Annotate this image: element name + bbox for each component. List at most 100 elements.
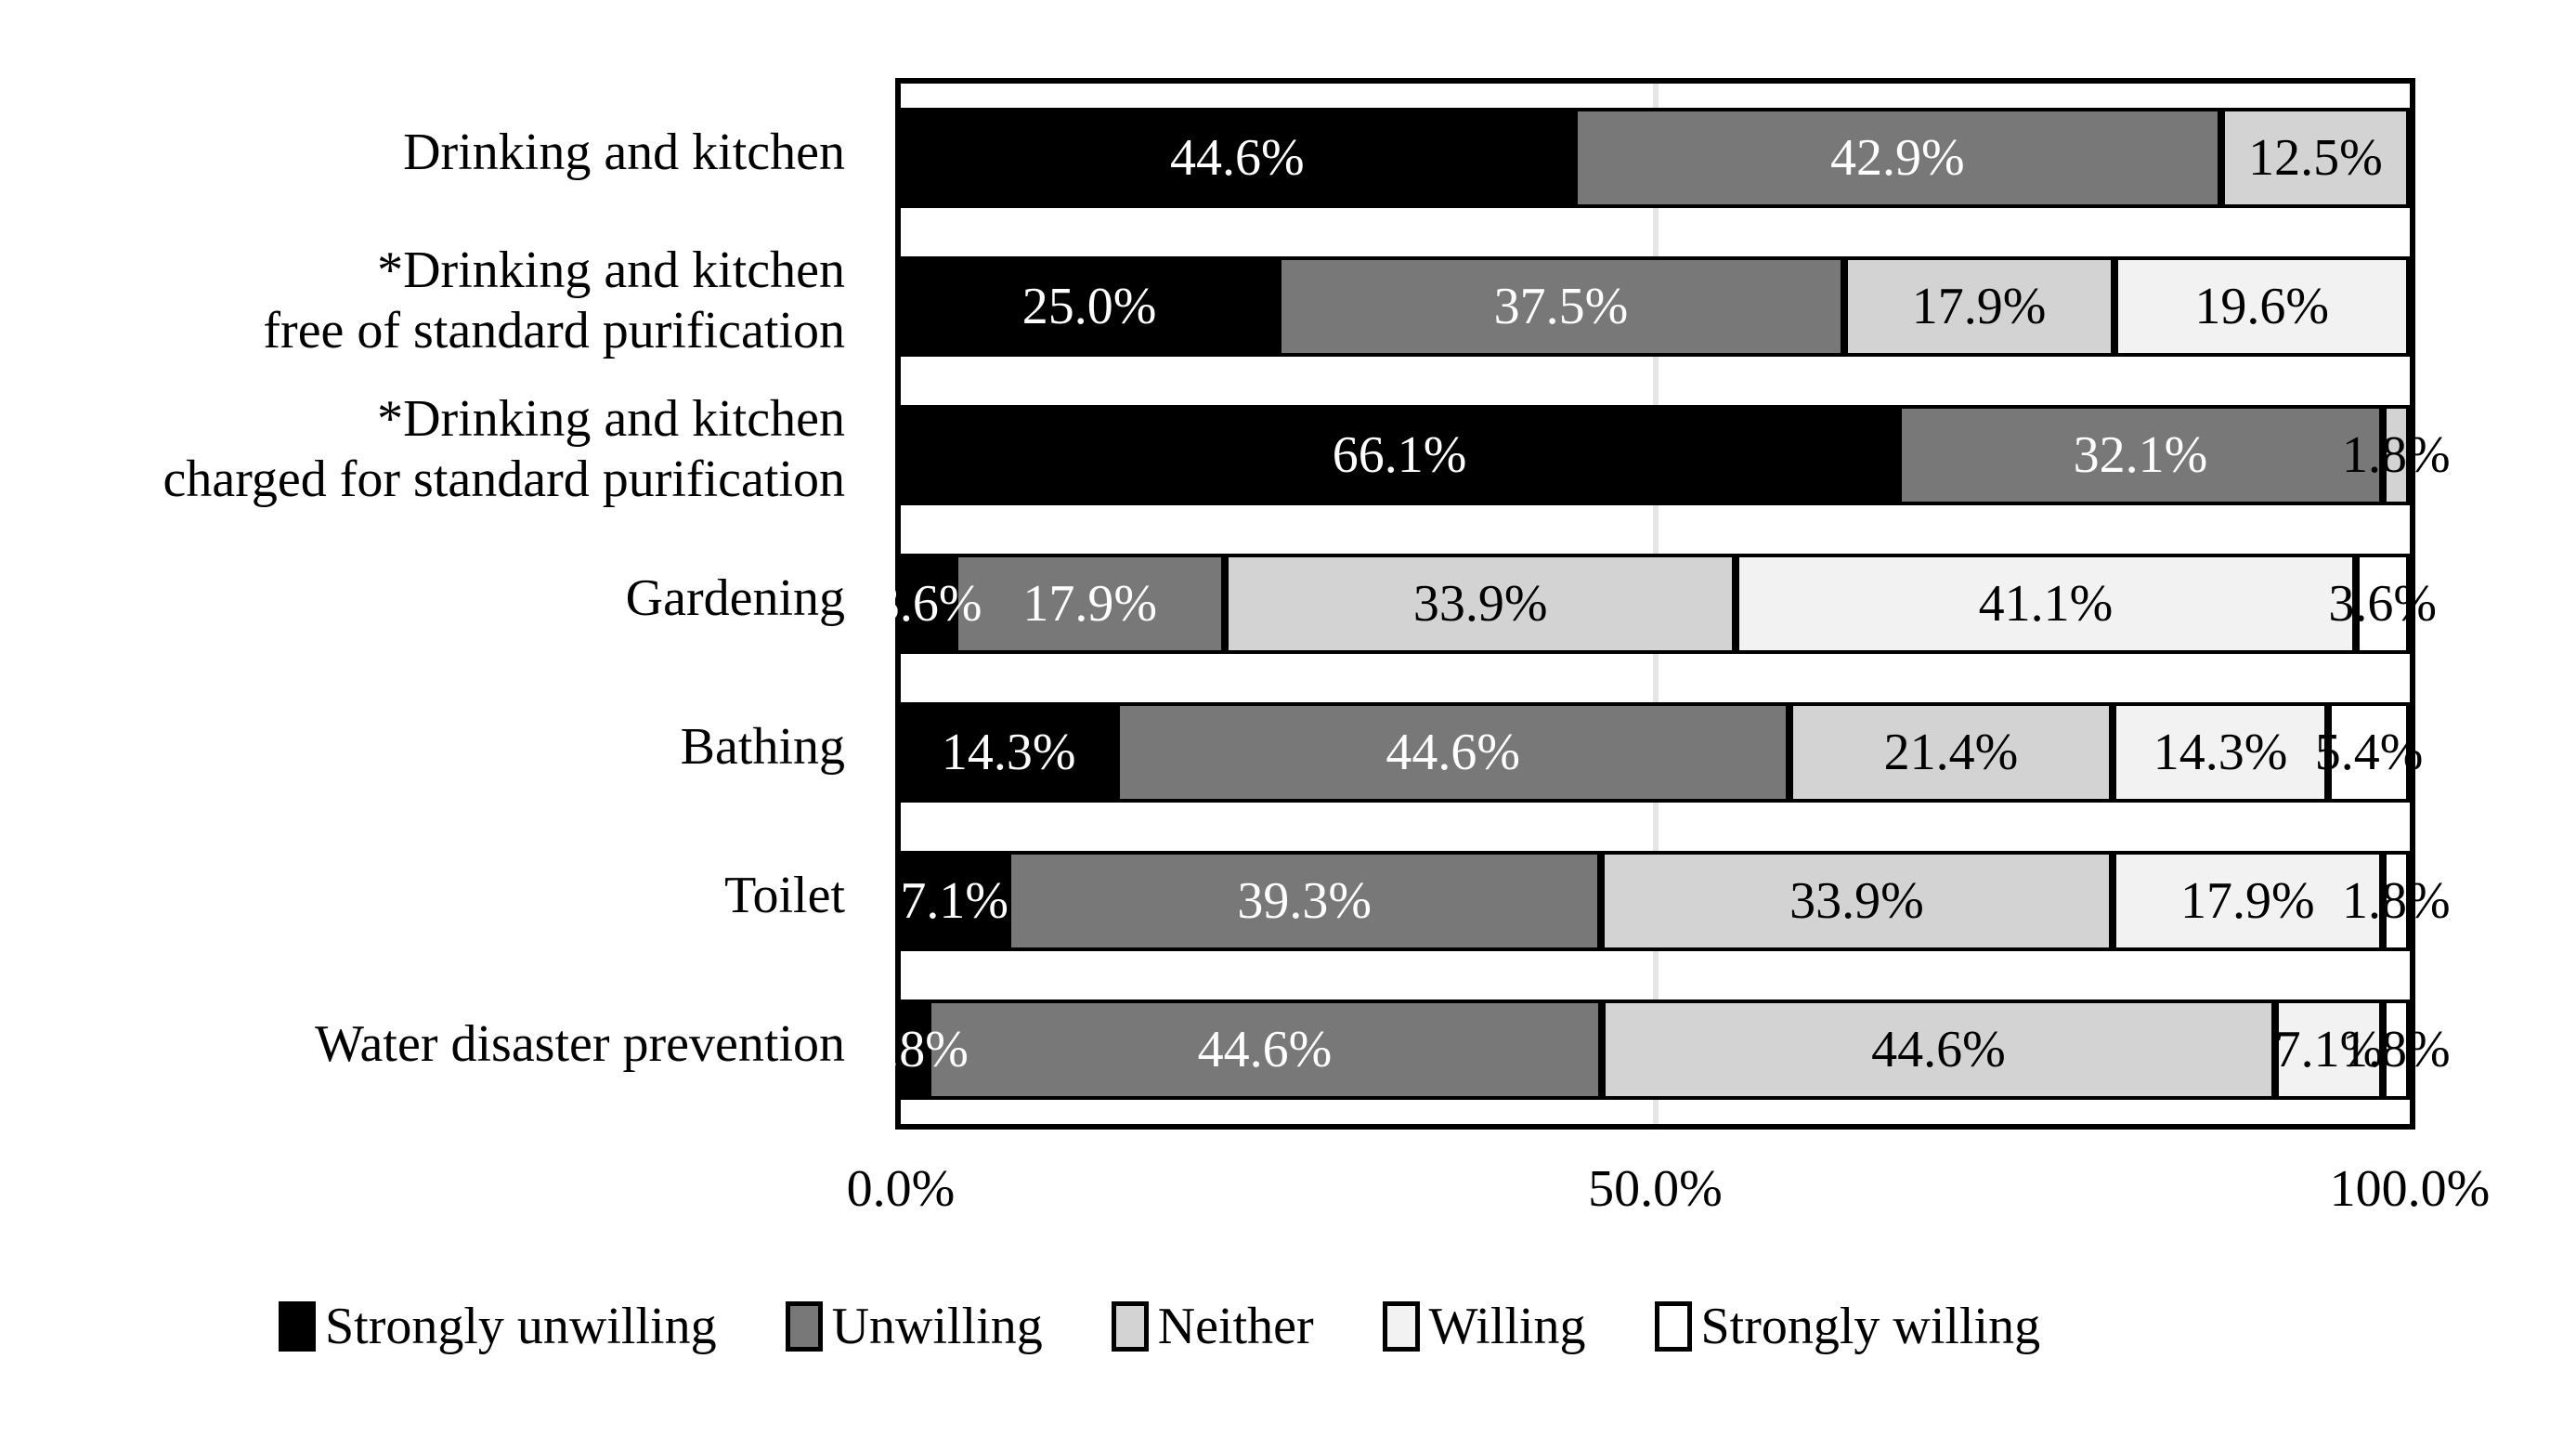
plot-area: 44.6% 42.9% 12.5% 25.0% 37.5% 17.9% 19.6% 66.1%… xyxy=(860,78,2451,1130)
bar-segment: 44.6% xyxy=(928,999,1602,1100)
segment-value-label: 42.9% xyxy=(1829,129,1965,187)
legend-item: Strongly willing xyxy=(1654,1297,2041,1356)
bar-segment: 12.5% xyxy=(2220,108,2410,208)
segment-value-label: 25.0% xyxy=(1021,278,1157,335)
legend-label: Strongly willing xyxy=(1700,1298,2041,1355)
bar-segment: 25.0% xyxy=(901,256,1279,357)
bar-segment: 44.6% xyxy=(1116,702,1790,803)
segment-value-label: 5.4% xyxy=(2314,724,2424,781)
bar-row: 7.1% 39.3% 33.9% 17.9% 1.8% xyxy=(900,827,2451,975)
x-axis-tick-label: 100.0% xyxy=(2329,1160,2491,1218)
bar-segment: 7.1% xyxy=(2274,999,2384,1100)
bar-segment: 1.8% xyxy=(2342,851,2451,951)
category-label-line: Bathing xyxy=(680,717,845,776)
stacked-bar: 66.1% 32.1% 1.8% xyxy=(901,405,2451,505)
legend-label: Unwilling xyxy=(831,1298,1043,1355)
legend-swatch-strongly-unwilling xyxy=(279,1301,316,1352)
stacked-bar: 1.8% 44.6% 44.6% 7.1% 1.8% xyxy=(860,999,2451,1100)
bar-segment: 5.4% xyxy=(2315,702,2423,803)
bar-row: 14.3% 44.6% 21.4% 14.3% 5.4% xyxy=(901,678,2423,827)
category-label: Water disaster prevention xyxy=(0,970,884,1118)
segment-value-label: 1.8% xyxy=(860,1021,969,1078)
bar-row: 25.0% 37.5% 17.9% 19.6% xyxy=(901,232,2410,381)
segment-value-label: 17.9% xyxy=(1911,278,2047,335)
bar-row: 44.6% 42.9% 12.5% xyxy=(901,84,2410,232)
segment-value-label: 19.6% xyxy=(2194,278,2330,335)
stacked-bar: 25.0% 37.5% 17.9% 19.6% xyxy=(901,256,2410,357)
bar-segment: 66.1% xyxy=(901,405,1899,505)
bar-segment: 33.9% xyxy=(1601,851,2113,951)
segment-value-label: 17.9% xyxy=(1022,575,1158,633)
segment-value-label: 44.6% xyxy=(1197,1021,1333,1078)
segment-value-label: 39.3% xyxy=(1237,872,1373,930)
category-label-line: Gardening xyxy=(625,568,845,627)
segment-value-label: 17.9% xyxy=(2179,872,2315,930)
x-axis-tick-label: 0.0% xyxy=(846,1160,956,1218)
bar-segment: 44.6% xyxy=(901,108,1574,208)
legend-label: Neither xyxy=(1157,1298,1314,1355)
segment-value-label: 44.6% xyxy=(1386,724,1521,781)
stacked-bar: 14.3% 44.6% 21.4% 14.3% 5.4% xyxy=(901,702,2423,803)
legend-swatch-willing xyxy=(1382,1301,1420,1352)
legend-label: Strongly unwilling xyxy=(325,1298,717,1355)
legend-item: Strongly unwilling xyxy=(279,1297,717,1356)
bar-segment: 1.8% xyxy=(860,999,969,1100)
category-label: *Drinking and kitchen free of standard pu… xyxy=(0,227,884,375)
bar-segment: 41.1% xyxy=(1736,554,2356,654)
bar-segment: 42.9% xyxy=(1573,108,2221,208)
category-label: *Drinking and kitchen charged for standar… xyxy=(0,375,884,524)
stacked-bar: 3.6% 17.9% 33.9% 41.1% 3.6% xyxy=(874,554,2437,654)
segment-value-label: 7.1% xyxy=(2274,1021,2384,1078)
segment-value-label: 33.9% xyxy=(1412,575,1548,633)
segment-value-label: 1.8% xyxy=(2342,872,2451,930)
category-label-line: free of standard purification xyxy=(263,302,845,359)
category-label-line: Drinking and kitchen xyxy=(403,123,845,181)
bar-segment: 32.1% xyxy=(1898,405,2383,505)
category-label: Gardening xyxy=(0,524,884,673)
category-label: Toilet xyxy=(0,821,884,970)
bar-segment: 21.4% xyxy=(1789,702,2113,803)
legend-item: Willing xyxy=(1382,1297,1586,1356)
bar-segment: 17.9% xyxy=(1843,256,2114,357)
segment-value-label: 33.9% xyxy=(1789,872,1924,930)
category-label: Bathing xyxy=(0,673,884,821)
bar-segment: 3.6% xyxy=(2328,554,2437,654)
bar-segment: 37.5% xyxy=(1278,256,1844,357)
stacked-bar: 44.6% 42.9% 12.5% xyxy=(901,108,2410,208)
bar-segment: 33.9% xyxy=(1225,554,1737,654)
legend-item: Unwilling xyxy=(785,1297,1043,1356)
category-label-line: *Drinking and kitchen xyxy=(377,390,845,449)
segment-value-label: 66.1% xyxy=(1332,426,1467,484)
category-label-line: charged for standard purification xyxy=(163,451,845,508)
bar-segment: 17.9% xyxy=(955,554,1226,654)
segment-value-label: 44.6% xyxy=(1170,129,1305,187)
segment-value-label: 1.8% xyxy=(2341,1021,2451,1078)
bar-segment: 14.3% xyxy=(901,702,1117,803)
legend-swatch-strongly-willing xyxy=(1654,1301,1692,1352)
category-label-line: Toilet xyxy=(724,866,845,924)
x-axis-tick-label: 50.0% xyxy=(1588,1160,1723,1218)
bar-segment: 1.8% xyxy=(2342,405,2451,505)
legend-label: Willing xyxy=(1428,1298,1586,1355)
category-axis-labels: Drinking and kitchen *Drinking and kitche… xyxy=(0,78,884,1118)
bar-rows-container: 44.6% 42.9% 12.5% 25.0% 37.5% 17.9% 19.6% 66.1%… xyxy=(860,84,2451,1124)
category-label-line: *Drinking and kitchen xyxy=(377,242,845,300)
bar-segment: 19.6% xyxy=(2114,256,2410,357)
bar-segment: 7.1% xyxy=(900,851,1009,951)
bar-segment: 39.3% xyxy=(1008,851,1601,951)
category-label-line: Water disaster prevention xyxy=(315,1014,845,1073)
segment-value-label: 14.3% xyxy=(2153,724,2288,781)
segment-value-label: 3.6% xyxy=(2328,575,2438,633)
bar-row: 3.6% 17.9% 33.9% 41.1% 3.6% xyxy=(874,529,2437,678)
legend-swatch-neither xyxy=(1111,1301,1149,1352)
bar-segment: 14.3% xyxy=(2112,702,2329,803)
bar-segment: 3.6% xyxy=(874,554,982,654)
bar-segment: 17.9% xyxy=(2112,851,2383,951)
bar-segment: 1.8% xyxy=(2342,999,2451,1100)
segment-value-label: 7.1% xyxy=(900,872,1009,930)
segment-value-label: 41.1% xyxy=(1978,575,2114,633)
segment-value-label: 3.6% xyxy=(873,575,982,633)
bar-segment: 44.6% xyxy=(1601,999,2276,1100)
stacked-bar: 7.1% 39.3% 33.9% 17.9% 1.8% xyxy=(900,851,2451,951)
